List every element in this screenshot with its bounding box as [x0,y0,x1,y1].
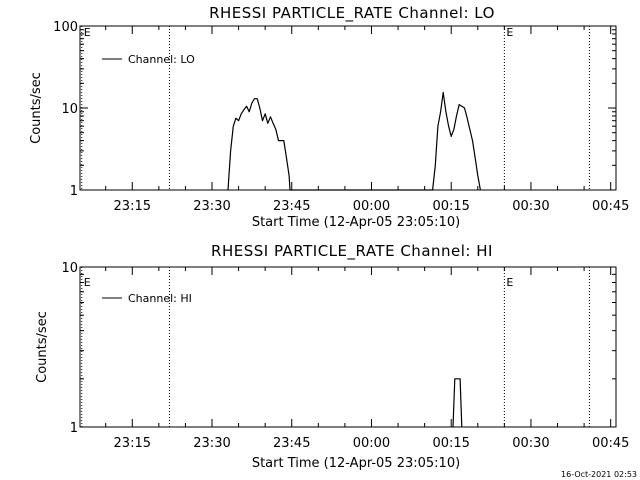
x-tick-label: 00:15 [432,436,469,451]
y-tick-label: 1 [70,184,78,199]
x-tick-label: 23:45 [273,199,310,214]
x-tick-label: 23:15 [114,436,151,451]
x-tick-label: 00:30 [512,199,549,214]
series-line [227,91,481,191]
legend-entry: Channel: LO [128,53,195,66]
event-marker-label: E [84,26,91,39]
plot-frame [79,266,617,428]
timestamp-footer: 16-Oct-2021 02:53 [561,470,637,479]
y-tick-label: 100 [53,20,78,35]
x-tick-label: 23:45 [273,436,310,451]
x-tick-label: 00:45 [592,199,629,214]
x-tick-label: 00:00 [353,199,390,214]
chart-title: RHESSI PARTICLE_RATE Channel: LO [209,4,495,23]
panel-lo: RHESSI PARTICLE_RATE Channel: LO E E 23:15 2… [29,4,629,230]
y-tick-label: 1 [70,421,78,436]
series-line [452,378,463,428]
plot-frame [79,25,617,191]
y-axis-label: Counts/sec [35,311,50,383]
panel-hi: RHESSI PARTICLE_RATE Channel: HI E E 23:15 2… [35,242,629,471]
y-tick-label: 10 [61,102,78,117]
legend-entry: Channel: HI [128,292,192,305]
x-axis-label: Start Time (12-Apr-05 23:05:10) [252,215,460,230]
y-tick-label: 10 [61,261,78,276]
x-tick-label: 23:30 [193,436,230,451]
x-tick-label: 00:30 [512,436,549,451]
event-marker-label: E [506,276,513,289]
x-axis-label: Start Time (12-Apr-05 23:05:10) [252,456,460,471]
event-marker-label: E [84,276,91,289]
x-tick-label: 23:30 [193,199,230,214]
event-marker-label: E [506,26,513,39]
x-tick-label: 00:15 [432,199,469,214]
x-tick-label: 00:00 [353,436,390,451]
x-tick-label: 00:45 [592,436,629,451]
x-tick-label: 23:15 [114,199,151,214]
chart-title: RHESSI PARTICLE_RATE Channel: HI [211,242,493,261]
y-axis-label: Counts/sec [29,72,44,144]
